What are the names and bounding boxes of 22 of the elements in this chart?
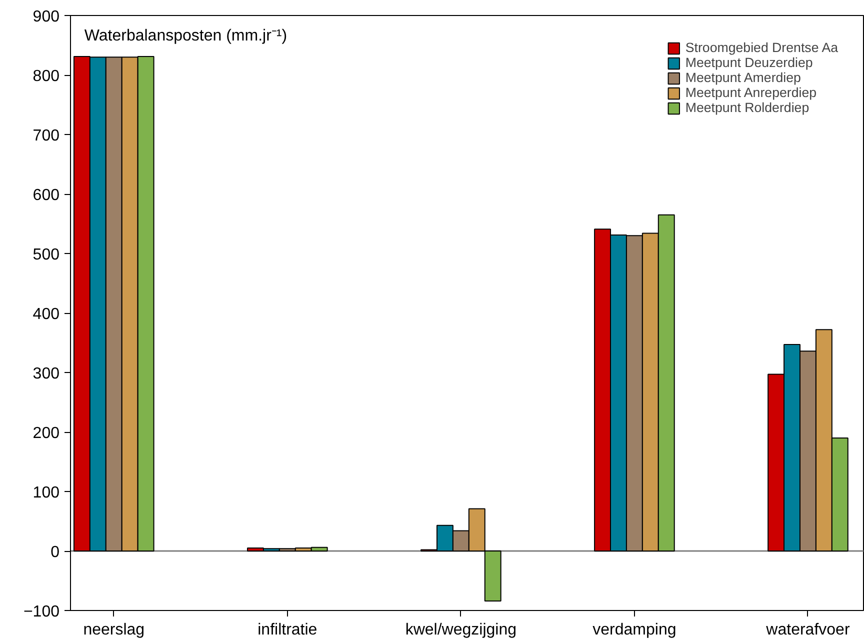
y-tick-label: 0 — [50, 544, 60, 561]
legend-label: Meetpunt Rolderdiep — [685, 100, 810, 115]
y-tick-label: 700 — [32, 128, 60, 144]
y-tick-label: 200 — [32, 425, 60, 442]
y-tick-label: −100 — [23, 604, 60, 620]
y-tick-label: 500 — [32, 246, 60, 264]
y-tick-label: 100 — [32, 484, 60, 502]
x-tick-label: kwel/wegzijging — [405, 622, 517, 638]
y-tick-label: 800 — [32, 68, 60, 85]
y-tick-label: 400 — [32, 306, 60, 323]
y-tick-label: 900 — [32, 8, 60, 26]
y-axis-title: Waterbalansposten (mm.jr⁻¹) — [84, 28, 288, 44]
y-tick-label: 600 — [32, 187, 60, 204]
legend-label: Meetpunt Deuzerdiep — [685, 55, 813, 70]
x-tick-label: verdamping — [592, 622, 676, 638]
legend-label: Stroomgebied Drentse Aa — [685, 40, 838, 55]
y-tick-label: 300 — [32, 366, 60, 382]
x-tick-label: infiltratie — [258, 622, 318, 638]
x-tick-label: neerslag — [83, 622, 145, 638]
legend-label: Meetpunt Amerdiep — [685, 70, 801, 85]
legend-label: Meetpunt Anreperdiep — [685, 85, 817, 100]
x-tick-label: waterafvoer — [765, 622, 850, 638]
